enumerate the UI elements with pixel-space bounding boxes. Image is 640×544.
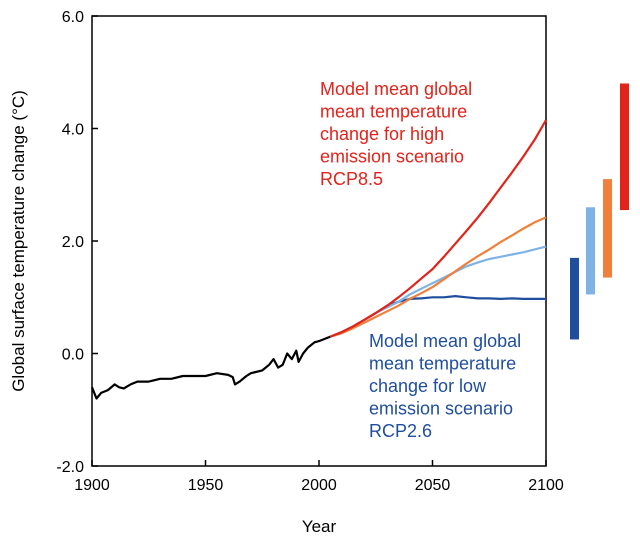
annotation-line: change for low [369,376,487,396]
series-line-3 [330,216,547,338]
annotation-line: change for high [320,124,444,144]
range-bar-1 [586,207,595,295]
y-axis: -2.0 0.0 2.0 4.0 6.0 [56,9,98,476]
annotation-line: emission scenario [320,147,464,167]
x-tick-label: 2000 [301,477,337,494]
y-tick-label: 0.0 [62,347,84,364]
series-line-4 [329,119,547,338]
y-tick-label: -2.0 [56,459,84,476]
annotation-line: emission scenario [369,399,513,419]
range-bars [570,83,629,340]
annotation-line: Model mean global [320,79,472,99]
x-tick-label: 2050 [415,477,451,494]
x-axis: 1900 1950 2000 2050 2100 [74,460,564,494]
x-tick-label: 1950 [188,477,224,494]
x-axis-title: Year [302,517,337,536]
annotation-line: mean temperature [369,354,516,374]
x-tick-label: 2100 [528,477,564,494]
range-bar-2 [603,179,612,278]
series-line-0 [90,335,331,400]
annotation-line: RCP8.5 [320,169,383,189]
x-tick-label: 1900 [74,477,110,494]
y-axis-title: Global surface temperature change (°C) [9,90,28,392]
y-tick-label: 2.0 [62,234,84,251]
y-tick-label: 4.0 [62,122,84,139]
range-bar-0 [570,257,579,340]
annotation-line: RCP2.6 [369,421,432,441]
annotation-line: mean temperature [320,102,467,122]
series-layer [90,119,547,400]
y-tick-label: 6.0 [62,9,84,26]
annotation-line: Model mean global [369,331,521,351]
range-bar-3 [620,83,629,211]
